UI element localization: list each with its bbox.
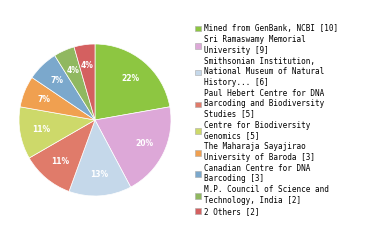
Text: 7%: 7% <box>51 76 63 85</box>
Text: 7%: 7% <box>38 95 51 104</box>
Wedge shape <box>32 55 95 120</box>
Text: 22%: 22% <box>121 74 139 83</box>
Wedge shape <box>74 44 95 120</box>
Legend: Mined from GenBank, NCBI [10], Sri Ramaswamy Memorial
University [9], Smithsonia: Mined from GenBank, NCBI [10], Sri Ramas… <box>194 23 339 217</box>
Wedge shape <box>29 120 95 192</box>
Text: 11%: 11% <box>32 125 50 134</box>
Text: 4%: 4% <box>66 66 79 74</box>
Text: 13%: 13% <box>90 170 108 179</box>
Wedge shape <box>95 107 171 187</box>
Text: 11%: 11% <box>51 157 69 166</box>
Wedge shape <box>20 78 95 120</box>
Wedge shape <box>95 44 170 120</box>
Text: 20%: 20% <box>135 139 153 149</box>
Wedge shape <box>55 47 95 120</box>
Text: 4%: 4% <box>81 61 94 70</box>
Wedge shape <box>19 107 95 158</box>
Wedge shape <box>69 120 131 196</box>
